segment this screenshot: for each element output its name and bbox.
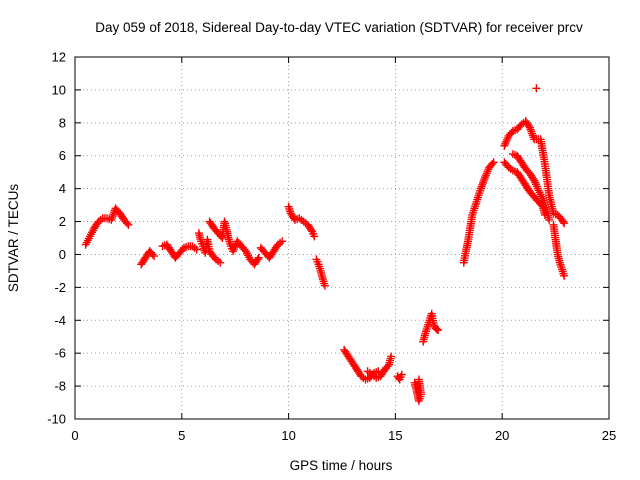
x-tick-label: 25 [602,428,616,443]
y-tick-label: 2 [59,214,66,229]
y-tick-label: -2 [54,280,66,295]
data-point [480,175,489,184]
y-axis-label: SDTVAR / TECUs [6,184,21,293]
plot-frame [74,56,610,420]
data-point [478,180,487,189]
y-tick-label: 10 [52,82,66,97]
data-point [124,220,133,229]
y-tick-label: 12 [52,50,66,65]
data-point [524,122,533,131]
y-tick-label: -4 [54,313,66,328]
data-point [122,219,131,228]
y-tick-label: 8 [59,115,66,130]
data-points [81,84,569,405]
y-tick-label: 0 [59,247,66,262]
data-point [528,129,537,138]
data-point [278,237,287,246]
data-point [108,212,117,221]
data-point [253,255,262,264]
data-point [525,123,534,132]
data-point [529,174,538,183]
data-point [560,271,569,280]
data-point [109,210,118,219]
x-tick-label: 20 [495,428,509,443]
data-point [545,215,554,224]
x-tick-label: 15 [388,428,402,443]
data-point [477,182,486,191]
data-point [254,253,263,262]
x-tick-label: 5 [178,428,185,443]
x-axis-label: GPS time / hours [290,458,393,473]
data-point [307,225,316,234]
data-point [489,158,498,167]
data-point [397,370,406,379]
data-point [528,131,537,140]
data-point [387,352,396,361]
data-point [559,217,568,226]
data-point [478,178,487,187]
data-point [433,325,442,334]
data-point [476,184,485,193]
data-point [479,176,488,185]
data-point [216,258,225,267]
data-point [107,215,116,224]
data-point [310,232,319,241]
grid-layer [75,57,609,419]
data-point [148,250,157,259]
data-point [150,252,159,261]
data-point [560,219,569,228]
y-tick-label: 6 [59,148,66,163]
data-point [414,375,423,384]
data-point [532,84,541,93]
x-tick-label: 0 [71,428,78,443]
x-tick-label: 10 [281,428,295,443]
data-point [383,362,392,371]
y-tick-label: 4 [59,181,66,196]
ticks-layer: -10 -8 -6 -4 -2 0 2 4 6 8 10 12 0 5 10 15 20 25 [47,50,616,444]
data-point [320,281,329,290]
data-point [434,326,443,335]
chart-title: Day 059 of 2018, Sidereal Day-to-day VTE… [95,20,583,35]
data-point [527,127,536,136]
y-tick-label: -6 [54,346,66,361]
data-point [108,213,117,222]
y-tick-label: -10 [47,412,66,427]
data-point [192,245,201,254]
data-point [488,159,497,168]
data-point [526,125,535,134]
y-tick-label: -8 [54,379,66,394]
